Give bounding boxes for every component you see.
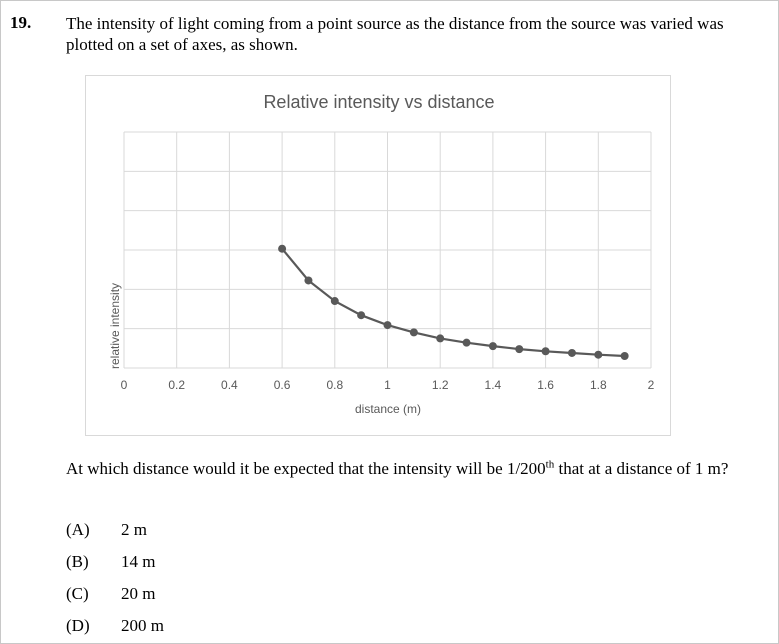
x-tick-label: 1.4: [485, 378, 502, 392]
data-point: [383, 321, 392, 330]
x-tick-label: 0: [121, 378, 128, 392]
chart: Relative intensity vs distance relative …: [85, 75, 671, 436]
series-line: [281, 247, 625, 358]
data-point: [304, 276, 313, 285]
question-stem: The intensity of light coming from a poi…: [66, 14, 724, 54]
data-point: [409, 328, 418, 337]
prompt-text-after: that at a distance of 1 m?: [554, 459, 729, 478]
data-point: [541, 347, 550, 356]
x-tick-label: 1: [384, 378, 391, 392]
chart-title: Relative intensity vs distance: [263, 92, 494, 112]
x-tick-label: 0.8: [326, 378, 343, 392]
option-b-text: 14 m: [121, 552, 156, 571]
option-a-label: (A): [66, 520, 90, 539]
y-axis-label: relative intensity: [108, 283, 122, 369]
option-d-text: 200 m: [121, 616, 164, 635]
data-point: [488, 342, 497, 351]
option-b-label: (B): [66, 552, 89, 571]
question-prompt: At which distance would it be expected t…: [66, 458, 756, 479]
x-tick-label: 1.6: [537, 378, 554, 392]
prompt-text-before: At which distance would it be expected t…: [66, 459, 546, 478]
data-point: [515, 345, 524, 354]
x-axis-label: distance (m): [355, 402, 421, 416]
x-tick-label: 0.6: [274, 378, 291, 392]
data-point: [567, 348, 576, 357]
option-c[interactable]: (C) 20 m: [66, 584, 266, 608]
x-tick-label: 1.8: [590, 378, 607, 392]
option-c-text: 20 m: [121, 584, 156, 603]
data-point: [278, 244, 287, 253]
data-point: [357, 311, 366, 320]
chart-svg: Relative intensity vs distance relative …: [108, 92, 655, 416]
option-a[interactable]: (A) 2 m: [66, 520, 266, 544]
data-point: [436, 334, 445, 343]
prompt-superscript: th: [545, 458, 555, 471]
x-tick-labels: 0 0.2 0.4 0.6 0.8 1 1.2 1.4 1.6 1.8 2: [121, 378, 655, 392]
data-series: [278, 244, 629, 360]
x-tick-label: 0.2: [168, 378, 185, 392]
option-b[interactable]: (B) 14 m: [66, 552, 266, 576]
option-d-label: (D): [66, 616, 90, 635]
data-point: [620, 351, 629, 360]
data-point: [330, 297, 339, 306]
x-tick-label: 1.2: [432, 378, 449, 392]
chart-grid: [123, 131, 652, 369]
option-c-label: (C): [66, 584, 89, 603]
option-d[interactable]: (D) 200 m: [66, 616, 266, 640]
question-number: 19.: [10, 13, 32, 32]
data-point: [594, 350, 603, 359]
option-a-text: 2 m: [121, 520, 147, 539]
x-tick-label: 0.4: [221, 378, 238, 392]
x-tick-label: 2: [648, 378, 655, 392]
data-point: [462, 338, 471, 347]
